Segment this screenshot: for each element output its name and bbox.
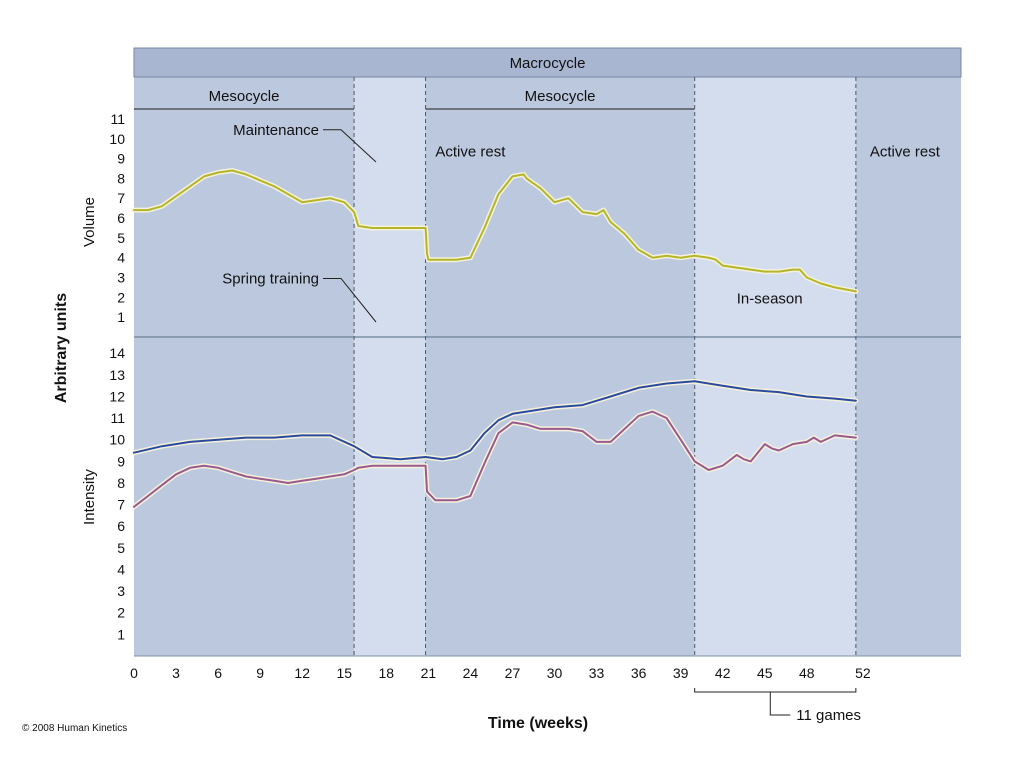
volume-ytick-5: 5 [117,230,125,246]
macrocycle-header: Macrocycle [133,47,962,78]
intensity-ytick-13: 13 [109,367,125,383]
xtick-21: 21 [421,665,437,681]
intensity-ytick-6: 6 [117,518,125,534]
annotation-0: Maintenance [233,122,319,139]
intensity-series-1-line [133,410,857,508]
mesocycle-label-0: Mesocycle [209,88,280,105]
annotation-3: Spring training [222,270,319,287]
macrocycle-bar [133,47,962,78]
xtick-39: 39 [673,665,689,681]
series-lines [131,168,859,510]
intensity-ytick-4: 4 [117,561,125,577]
volume-ytick-8: 8 [117,170,125,186]
volume-series-0-line [133,169,857,293]
xtick-30: 30 [547,665,563,681]
y-axis-title: Arbitrary units [53,293,70,403]
annotation-2: Active rest [870,144,941,161]
volume-ytick-6: 6 [117,210,125,226]
phase-dividers [353,77,857,656]
intensity-axis-title: Intensity [81,469,98,525]
games-bracket: 11 games [694,688,861,724]
annotation-4: In-season [737,290,803,307]
xtick-33: 33 [589,665,605,681]
volume-ytick-3: 3 [117,270,125,286]
xtick-45: 45 [757,665,773,681]
volume-ytick-9: 9 [117,151,125,167]
volume-ytick-4: 4 [117,250,125,266]
xtick-3: 3 [172,665,180,681]
mesocycle-brackets: Mesocycle Mesocycle [134,88,695,110]
intensity-ytick-5: 5 [117,540,125,556]
x-tick-labels: 0 3 6 9 12 15 18 21 24 27 30 33 36 39 42 45 48 52 [130,665,871,681]
phase-band-2 [425,77,695,656]
xtick-24: 24 [463,665,479,681]
annotation-leader-1 [323,277,377,323]
x-axis-title: Time (weeks) [488,715,588,732]
annotations: Maintenance Active rest Active rest Spring … [222,122,941,323]
phase-band-4 [855,77,961,656]
intensity-series-0-line [133,380,857,461]
intensity-ytick-8: 8 [117,475,125,491]
games-label: 11 games [796,707,861,724]
phase-band-0 [134,77,355,656]
mesocycle-label-1: Mesocycle [525,88,596,105]
xtick-36: 36 [631,665,647,681]
annotation-1: Active rest [435,144,506,161]
intensity-ytick-9: 9 [117,453,125,469]
xtick-42: 42 [715,665,731,681]
phase-band-1 [354,77,426,656]
macrocycle-label: Macrocycle [510,55,586,72]
intensity-ytick-2: 2 [117,605,125,621]
copyright-notice: © 2008 Human Kinetics [22,723,127,734]
xtick-0: 0 [130,665,138,681]
intensity-ytick-1: 1 [117,626,125,642]
intensity-ytick-12: 12 [109,388,125,404]
intensity-ytick-7: 7 [117,497,125,513]
volume-ytick-7: 7 [117,190,125,206]
volume-ytick-2: 2 [117,289,125,305]
xtick-52: 52 [855,665,871,681]
games-bracket-leader [769,692,791,716]
volume-ytick-1: 1 [117,309,125,325]
xtick-6: 6 [214,665,222,681]
xtick-9: 9 [256,665,264,681]
volume-ytick-11: 11 [110,111,125,127]
annotation-leader-0 [323,129,377,163]
games-bracket-line [694,688,857,693]
intensity-ytick-3: 3 [117,583,125,599]
xtick-48: 48 [799,665,815,681]
intensity-ytick-14: 14 [109,345,125,361]
volume-axis-title: Volume [81,197,98,247]
xtick-18: 18 [379,665,395,681]
xtick-27: 27 [505,665,521,681]
xtick-15: 15 [336,665,352,681]
phase-band-3 [694,77,856,656]
intensity-ytick-10: 10 [109,432,125,448]
intensity-ytick-11: 11 [110,410,125,426]
volume-ytick-10: 10 [109,131,125,147]
phase-backgrounds [134,77,961,657]
xtick-12: 12 [294,665,310,681]
